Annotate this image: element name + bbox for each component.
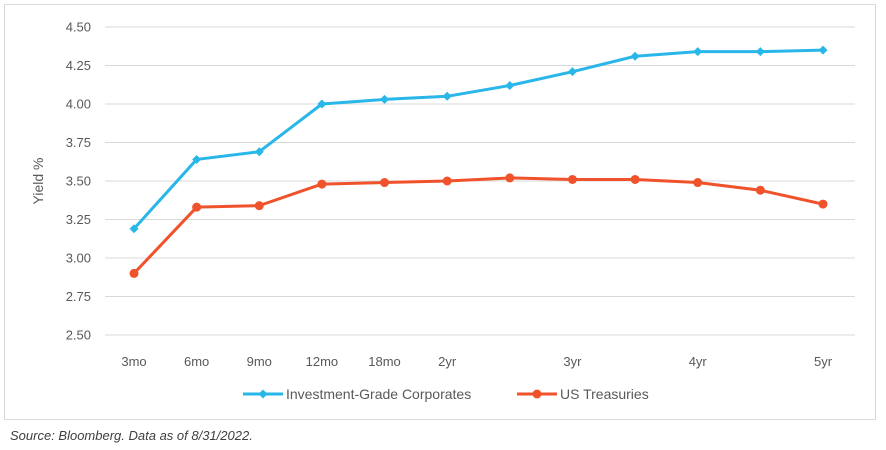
y-tick-label: 4.00 [66, 97, 91, 112]
x-tick-label: 3mo [121, 354, 146, 369]
data-point-circle [254, 201, 264, 211]
data-point-diamond [755, 47, 765, 57]
chart-frame: 2.50 2.75 3.00 3.25 3.50 3.75 4.00 4.25 4.50 3mo… [4, 4, 876, 420]
gridlines [105, 26, 855, 336]
data-point-circle [630, 174, 640, 184]
y-tick-label: 3.00 [66, 251, 91, 266]
yield-curve-chart: 2.50 2.75 3.00 3.25 3.50 3.75 4.00 4.25 4.50 3mo… [30, 20, 855, 402]
data-point-diamond [317, 99, 327, 109]
legend-label: Investment-Grade Corporates [286, 386, 471, 402]
data-point-circle [755, 185, 765, 195]
data-point-circle [442, 176, 452, 186]
y-tick-label: 4.25 [66, 58, 91, 73]
y-tick-label: 3.75 [66, 135, 91, 150]
data-point-diamond [442, 91, 452, 101]
legend: Investment-Grade Corporates US Treasuries [243, 386, 649, 402]
source-note: Source: Bloomberg. Data as of 8/31/2022. [10, 428, 253, 443]
y-tick-label: 3.50 [66, 174, 91, 189]
x-tick-label: 18mo [368, 354, 401, 369]
legend-label: US Treasuries [560, 386, 649, 402]
x-tick-label: 4yr [689, 354, 708, 369]
x-tick-label: 5yr [814, 354, 833, 369]
y-axis-label: Yield % [30, 158, 46, 205]
x-tick-labels: 3mo 6mo 9mo 12mo 18mo 2yr 3yr 4yr 5yr [121, 354, 832, 369]
y-tick-label: 3.25 [66, 212, 91, 227]
data-point-diamond [192, 154, 202, 164]
x-tick-label: 2yr [438, 354, 457, 369]
x-tick-label: 12mo [306, 354, 339, 369]
data-point-diamond [630, 51, 640, 61]
data-point-circle [317, 179, 327, 189]
data-point-diamond [380, 94, 390, 104]
data-point-circle [380, 178, 390, 188]
y-tick-label: 2.50 [66, 328, 91, 343]
series-line [132, 176, 824, 275]
data-point-diamond [567, 67, 577, 77]
data-point-circle [129, 268, 139, 278]
legend-marker-circle [532, 389, 542, 399]
data-point-circle [505, 173, 515, 183]
x-tick-label: 9mo [247, 354, 272, 369]
data-point-circle [567, 174, 577, 184]
data-point-circle [693, 178, 703, 188]
series-line [132, 48, 824, 230]
data-point-diamond [505, 81, 515, 91]
data-point-circle [818, 199, 828, 209]
data-point-circle [192, 202, 202, 212]
data-point-diamond [129, 224, 139, 234]
y-tick-labels: 2.50 2.75 3.00 3.25 3.50 3.75 4.00 4.25 4.50 [66, 20, 91, 343]
x-tick-label: 6mo [184, 354, 209, 369]
x-tick-label: 3yr [563, 354, 582, 369]
y-tick-label: 2.75 [66, 289, 91, 304]
series-layer [129, 45, 828, 278]
data-point-diamond [254, 147, 264, 157]
legend-marker-diamond [258, 389, 268, 399]
data-point-diamond [693, 47, 703, 57]
data-point-diamond [818, 45, 828, 55]
y-tick-label: 4.50 [66, 20, 91, 35]
